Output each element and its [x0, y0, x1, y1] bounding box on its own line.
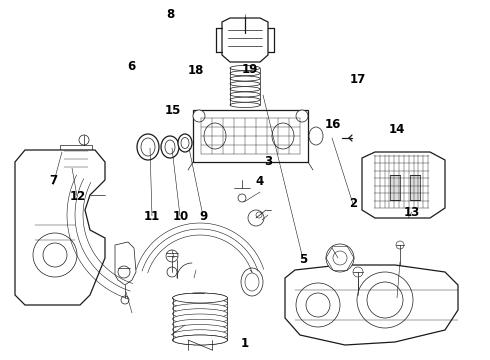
Circle shape [296, 110, 308, 122]
Ellipse shape [137, 134, 159, 160]
Circle shape [238, 194, 246, 202]
Text: 15: 15 [164, 104, 181, 117]
Ellipse shape [230, 76, 260, 81]
Circle shape [167, 267, 177, 277]
Ellipse shape [161, 136, 179, 158]
Text: 12: 12 [69, 190, 86, 203]
Circle shape [248, 210, 264, 226]
Circle shape [256, 212, 262, 218]
Text: 18: 18 [188, 64, 204, 77]
Polygon shape [222, 18, 268, 62]
Ellipse shape [230, 71, 260, 76]
Text: 17: 17 [349, 73, 366, 86]
Polygon shape [410, 175, 420, 200]
Ellipse shape [204, 123, 226, 149]
Circle shape [357, 272, 413, 328]
Ellipse shape [230, 87, 260, 92]
Ellipse shape [230, 81, 260, 86]
Ellipse shape [241, 268, 263, 296]
Text: 9: 9 [199, 210, 207, 222]
Ellipse shape [172, 309, 227, 319]
Ellipse shape [172, 335, 227, 345]
Polygon shape [390, 175, 400, 200]
Ellipse shape [62, 152, 74, 166]
Ellipse shape [172, 314, 227, 324]
Circle shape [193, 110, 205, 122]
Ellipse shape [230, 97, 260, 102]
Circle shape [121, 296, 129, 304]
Polygon shape [193, 110, 308, 162]
Text: 8: 8 [167, 8, 174, 21]
Circle shape [367, 282, 403, 318]
Ellipse shape [172, 303, 227, 314]
Text: 14: 14 [389, 123, 405, 136]
Circle shape [353, 267, 363, 277]
Text: 11: 11 [144, 210, 160, 222]
Circle shape [396, 241, 404, 249]
Circle shape [118, 266, 130, 278]
Ellipse shape [172, 319, 227, 329]
Ellipse shape [172, 330, 227, 340]
Polygon shape [115, 242, 136, 285]
Text: 19: 19 [242, 63, 258, 76]
Ellipse shape [165, 140, 175, 154]
Text: 10: 10 [172, 210, 189, 222]
Text: 13: 13 [403, 206, 420, 219]
Circle shape [33, 233, 77, 277]
Ellipse shape [181, 138, 189, 148]
Polygon shape [60, 145, 92, 173]
Text: 5: 5 [299, 253, 307, 266]
Circle shape [79, 135, 89, 145]
Ellipse shape [172, 298, 227, 308]
Text: 3: 3 [265, 155, 272, 168]
Circle shape [306, 293, 330, 317]
Ellipse shape [272, 123, 294, 149]
Text: 7: 7 [49, 174, 57, 186]
Circle shape [296, 283, 340, 327]
Ellipse shape [230, 92, 260, 97]
Ellipse shape [245, 273, 259, 291]
Ellipse shape [172, 293, 227, 303]
Ellipse shape [309, 127, 323, 145]
Text: 6: 6 [127, 60, 135, 73]
Circle shape [166, 250, 178, 262]
Ellipse shape [178, 134, 192, 152]
Circle shape [43, 243, 67, 267]
Ellipse shape [172, 324, 227, 334]
Polygon shape [285, 265, 458, 345]
Ellipse shape [172, 335, 227, 345]
Text: 1: 1 [241, 337, 249, 350]
Text: 4: 4 [256, 175, 264, 188]
Circle shape [333, 251, 347, 265]
Circle shape [326, 244, 354, 272]
Polygon shape [15, 150, 105, 305]
Text: 16: 16 [325, 118, 342, 131]
Ellipse shape [230, 66, 260, 71]
Ellipse shape [172, 293, 227, 303]
Polygon shape [362, 152, 445, 218]
Ellipse shape [141, 138, 155, 156]
Text: 2: 2 [349, 197, 357, 210]
Ellipse shape [230, 103, 260, 108]
